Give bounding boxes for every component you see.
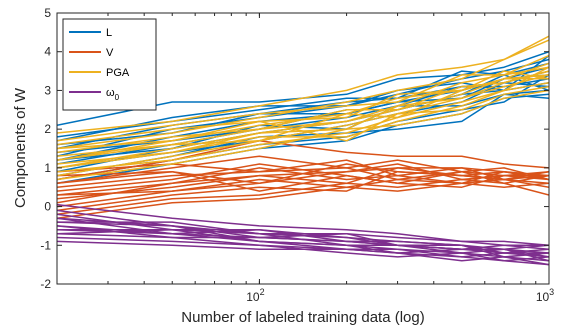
- series-V-line-5: [57, 178, 549, 216]
- y-axis-title: Components of W: [12, 87, 29, 208]
- legend-label-V: V: [106, 47, 114, 59]
- series-V-line-2: [57, 167, 549, 196]
- series-PGA: [57, 35, 549, 181]
- y-tick-label: 1: [44, 161, 51, 175]
- series-L-line-0: [57, 50, 549, 127]
- legend-box: [62, 18, 157, 111]
- series-layer: [57, 35, 549, 266]
- series-PGA-line-11: [57, 70, 549, 169]
- series-PGA-line-10: [57, 54, 549, 142]
- y-tick-label: 5: [44, 6, 51, 20]
- legend-label-L: L: [106, 27, 112, 39]
- y-tick-label: -2: [40, 277, 51, 291]
- series-V-line-12: [57, 170, 549, 192]
- series-V-line-13: [57, 163, 549, 196]
- series-PGA-line-4: [57, 74, 549, 177]
- y-tick-label: 3: [44, 83, 51, 97]
- series-V-line-10: [57, 163, 549, 185]
- series-PGA-line-9: [57, 66, 549, 173]
- legend-label-omega0: ω0: [106, 87, 120, 102]
- series-PGA-line-12: [57, 78, 549, 161]
- series-V-line-11: [57, 167, 549, 204]
- plot-frame: [56, 12, 550, 285]
- series-V-line-6: [57, 167, 549, 185]
- series-omega0-line-8: [57, 236, 549, 262]
- series-omega0-line-13: [57, 240, 549, 266]
- series-PGA-line-14: [57, 89, 549, 181]
- y-tick-label: -1: [40, 238, 51, 252]
- y-tick-label: 0: [44, 200, 51, 214]
- series-omega0-line-10: [57, 225, 549, 258]
- series-PGA-line-1: [57, 39, 549, 150]
- y-tick-label: 2: [44, 122, 51, 136]
- series-omega0-line-12: [57, 221, 549, 258]
- series-omega0: [57, 203, 549, 266]
- legend-label-PGA: PGA: [106, 67, 130, 79]
- y-tick-label: 4: [44, 45, 51, 59]
- series-PGA-line-5: [57, 70, 549, 157]
- series-PGA-line-0: [57, 35, 549, 134]
- x-tick-label: 103: [536, 287, 554, 304]
- legend: LV PGA ω0: [62, 18, 157, 111]
- series-omega0-line-14: [57, 217, 549, 254]
- series-PGA-line-3: [57, 66, 549, 169]
- series-omega0-line-0: [57, 203, 549, 247]
- series-V-line-14: [57, 178, 549, 219]
- series-V: [57, 140, 549, 219]
- series-omega0-line-6: [57, 221, 549, 247]
- y-axis: -2 -1 0 1 2 3 4 5: [40, 6, 549, 291]
- x-axis-title: Number of labeled training data (log): [181, 309, 424, 326]
- x-tick-label: 102: [246, 287, 264, 304]
- x-axis: 102 103: [56, 13, 554, 304]
